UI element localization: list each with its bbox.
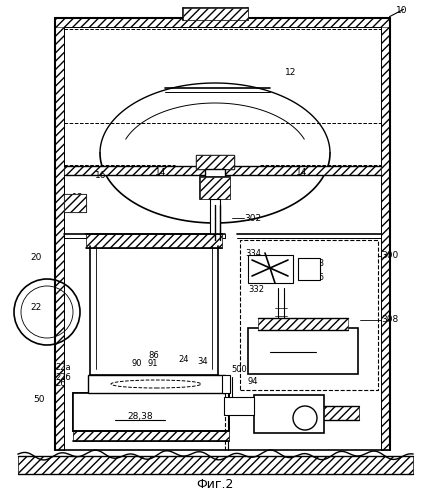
Bar [196,155,233,169]
Bar [64,194,86,212]
Text: 50: 50 [34,395,45,404]
Text: 314: 314 [284,343,301,352]
Text: 16: 16 [95,171,106,180]
Text: 91: 91 [147,358,158,367]
Bar [247,328,357,374]
Text: 94: 94 [247,378,258,387]
Text: 308: 308 [380,315,397,324]
Bar [88,375,224,393]
Bar [209,199,219,234]
Bar [200,177,230,199]
Bar [205,169,224,177]
Text: 28,38: 28,38 [127,412,153,421]
Bar [221,375,230,393]
Text: 18: 18 [72,193,83,202]
Bar [183,8,247,20]
Bar [224,397,253,415]
Text: 26: 26 [55,380,65,389]
Bar [86,234,221,248]
Text: 86: 86 [147,351,158,360]
Bar [297,258,319,280]
Text: 22б: 22б [55,373,71,383]
Text: 22а: 22а [55,362,71,371]
Bar [64,166,380,175]
Bar [380,18,389,450]
Text: 302: 302 [243,214,261,223]
Bar [64,194,86,212]
Bar [55,18,389,27]
Text: Фиг.2: Фиг.2 [196,478,233,491]
Bar [323,406,358,420]
Bar [258,318,347,330]
Bar [55,18,64,450]
Text: 326: 326 [307,273,323,282]
Bar [253,395,323,433]
Text: 14: 14 [295,168,307,177]
Bar [73,431,228,441]
Text: 20: 20 [31,252,42,261]
Text: 334: 334 [244,249,261,257]
Bar [18,456,412,474]
Text: 500: 500 [230,365,246,375]
Text: 300: 300 [380,251,397,260]
Text: M: M [305,264,312,273]
Text: 332: 332 [247,285,264,294]
Text: 24: 24 [178,355,188,364]
Text: 90: 90 [132,358,142,367]
Text: 328: 328 [307,259,323,268]
Bar [73,393,228,431]
Bar [240,240,377,390]
Text: 12: 12 [284,67,296,76]
Bar [196,155,233,169]
Bar [247,255,292,283]
Text: 34: 34 [197,357,207,366]
Text: 10: 10 [395,5,406,14]
Text: 22: 22 [31,303,42,312]
Text: 14: 14 [155,168,166,177]
Bar [200,177,230,199]
Bar [73,393,228,431]
